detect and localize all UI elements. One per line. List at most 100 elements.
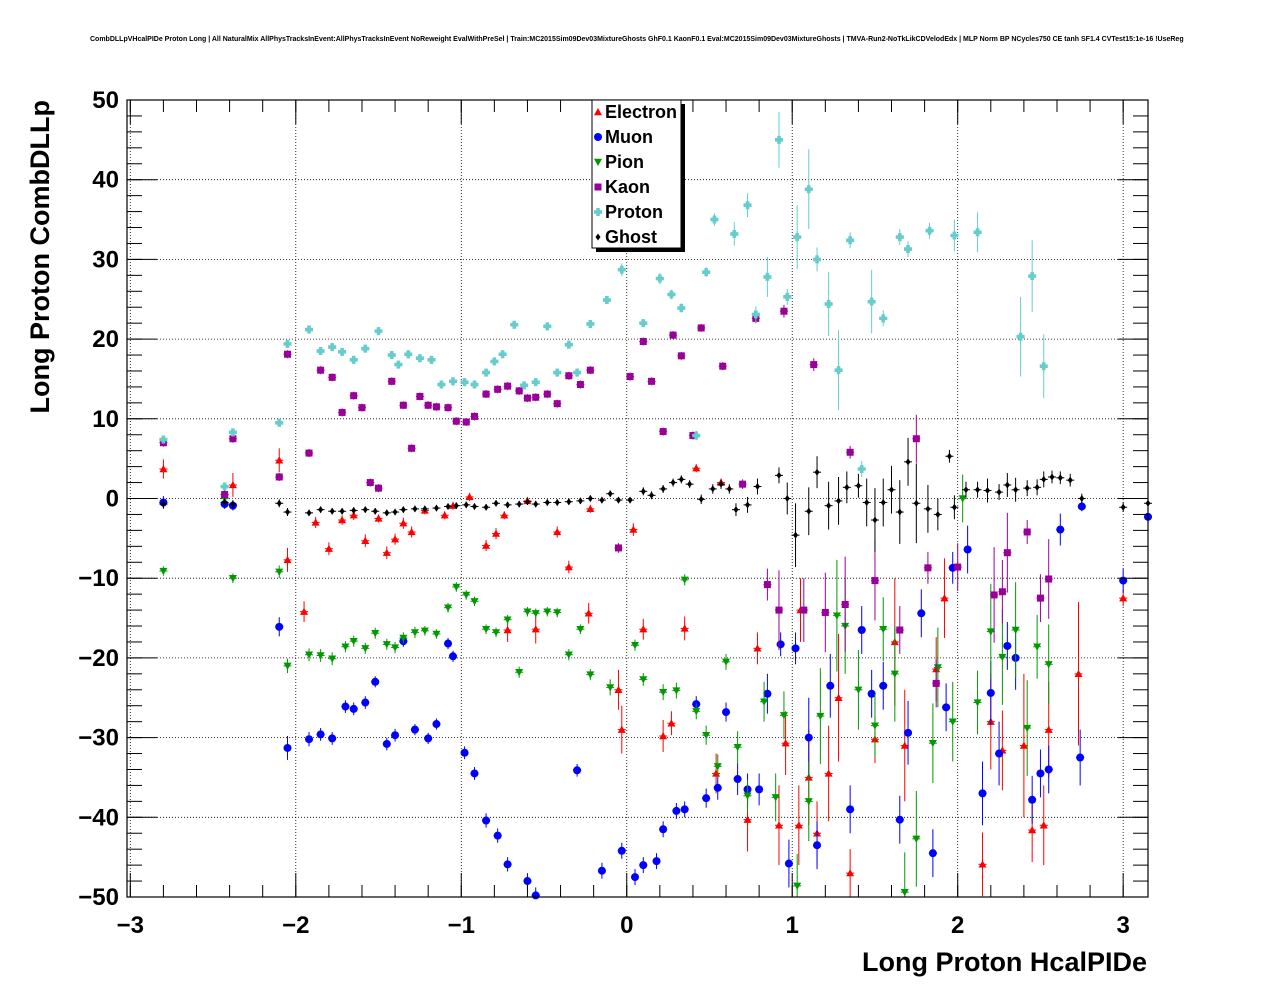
pion-point: [462, 591, 471, 599]
pion-point: [316, 652, 325, 660]
kaon-point: [424, 401, 432, 409]
kaon-point: [482, 390, 490, 398]
pion-point: [1033, 643, 1042, 651]
muon-point: [597, 866, 606, 875]
pion-point: [1011, 626, 1020, 635]
electron-point: [553, 527, 562, 536]
pion-point: [854, 686, 863, 694]
pion-point: [410, 629, 419, 637]
kaon-point: [800, 606, 808, 614]
kaon-point: [504, 382, 512, 390]
muon-point: [503, 860, 512, 869]
kaon-point: [532, 393, 540, 401]
pion-point: [382, 641, 391, 649]
legend-marker-ghost: [595, 233, 601, 241]
electron-point: [978, 860, 987, 868]
kaon-point: [821, 608, 829, 616]
proton-point: [730, 229, 739, 238]
ghost-point: [505, 501, 511, 509]
electron-point: [159, 465, 168, 473]
electron-point: [753, 644, 762, 652]
legend-marker-muon: [594, 133, 602, 141]
muon-point: [733, 775, 742, 784]
kaon-point: [317, 366, 325, 374]
electron-point: [692, 464, 701, 472]
y-axis-title: Long Proton CombDLLp: [25, 100, 55, 413]
pion-point: [432, 630, 441, 638]
electron-point: [824, 769, 833, 777]
pion-point: [900, 889, 909, 897]
pion-point: [793, 882, 802, 890]
proton-point: [763, 272, 772, 281]
ghost-point: [872, 516, 878, 524]
kaon-point: [408, 444, 416, 452]
ghost-point: [587, 495, 593, 502]
ghost-point: [905, 458, 911, 466]
pion-point: [543, 608, 552, 616]
muon-point: [826, 681, 835, 690]
proton-point: [283, 339, 292, 348]
electron-point: [940, 594, 949, 602]
kaon-point: [229, 435, 237, 443]
kaon-point: [763, 581, 771, 589]
proton-point: [925, 226, 934, 235]
pion-point: [283, 662, 292, 670]
ghost-point: [649, 491, 655, 499]
proton-point: [374, 327, 383, 336]
muon-point: [1036, 769, 1045, 778]
muon-point: [652, 857, 661, 866]
pion-point: [391, 644, 400, 652]
ghost-point: [1034, 483, 1040, 491]
pion-point: [606, 684, 615, 692]
ghost-point: [984, 487, 990, 495]
proton-point: [448, 377, 457, 386]
kaon-point: [576, 381, 584, 389]
kaon-point: [648, 377, 656, 385]
legend: Electron Muon Pion Kaon Proton Ghost: [591, 99, 685, 252]
ghost-point: [463, 501, 469, 509]
ghost-point: [814, 468, 820, 476]
electron-point: [667, 719, 676, 727]
pion-point: [305, 651, 314, 659]
legend-label-proton: Proton: [605, 202, 663, 222]
pion-point: [586, 671, 595, 679]
ghost-point: [222, 498, 228, 506]
kaon-point: [924, 564, 932, 572]
muon-point: [531, 891, 540, 900]
pion-point: [680, 576, 689, 584]
proton-point: [783, 292, 792, 301]
electron-point: [617, 725, 626, 733]
electron-point: [440, 511, 449, 519]
ghost-point: [1049, 473, 1055, 481]
electron-point: [275, 456, 284, 464]
pion-point: [998, 653, 1007, 662]
muon-point: [470, 769, 479, 778]
proton-point: [361, 344, 370, 353]
muon-point: [713, 783, 722, 792]
muon-point: [1028, 795, 1037, 804]
proton-point: [1016, 332, 1025, 341]
x-tick-label: 0: [620, 912, 633, 939]
electron-point: [629, 525, 638, 533]
ghost-point: [306, 509, 312, 517]
ghost-point: [925, 505, 931, 513]
kaon-point: [221, 491, 229, 499]
pion-point: [564, 651, 573, 659]
legend-label-muon: Muon: [605, 127, 653, 147]
proton-point: [437, 380, 446, 389]
muon-point: [1056, 525, 1065, 534]
muon-point: [702, 794, 711, 803]
muon-point: [776, 640, 785, 649]
muon-point: [283, 743, 292, 752]
x-tick-label: −2: [282, 912, 309, 939]
ghost-point: [640, 487, 646, 495]
ghost-point: [566, 498, 572, 506]
electron-point: [834, 693, 843, 701]
muon-point: [631, 873, 640, 882]
muon-point: [1003, 641, 1012, 650]
ghost-point: [1067, 476, 1073, 484]
pion-point: [482, 626, 491, 634]
x-tick-label: −3: [117, 912, 144, 939]
kaon-point: [677, 352, 685, 360]
y-tick-label: −40: [78, 804, 119, 831]
